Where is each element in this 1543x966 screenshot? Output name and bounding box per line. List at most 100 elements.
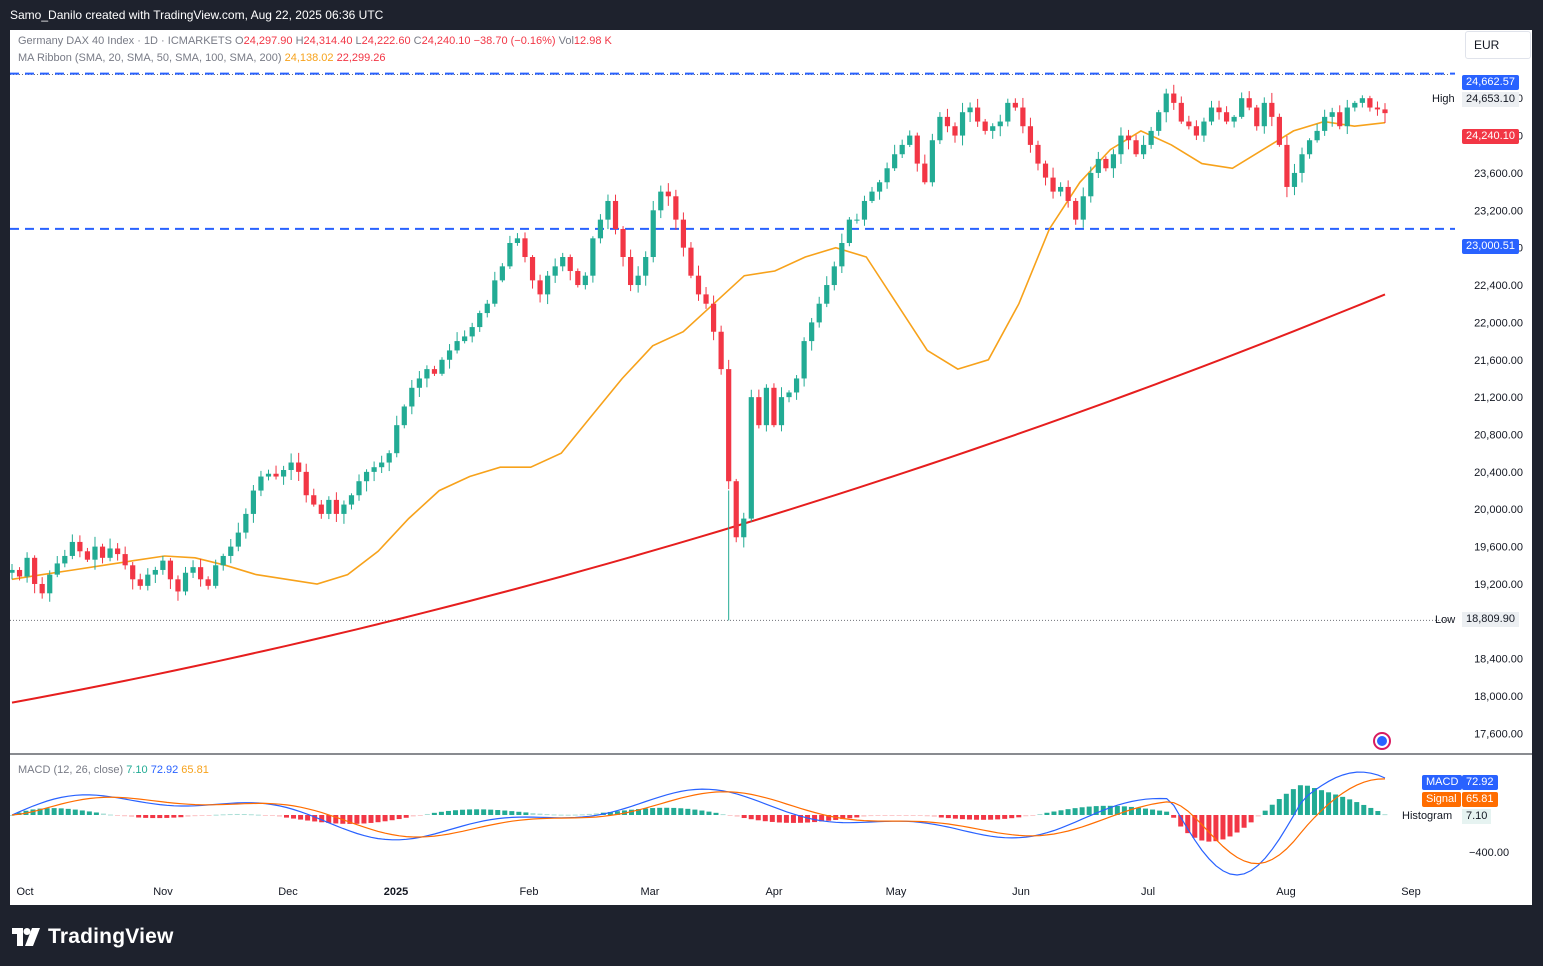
signal-label-badge: Signal (1422, 792, 1461, 807)
macd-histogram-bar (1297, 785, 1303, 815)
macd-histogram-bar (931, 815, 937, 817)
candle-body (763, 387, 769, 426)
macd-histogram-bar (51, 808, 57, 815)
ma200-value: 22,299.26 (336, 52, 386, 64)
macd-histogram-bar (847, 815, 853, 819)
candle-body (771, 387, 777, 426)
candle-body (1035, 144, 1041, 164)
macd-histogram-bar (171, 815, 177, 818)
candle-body (1367, 98, 1373, 108)
macd-histogram-bar (734, 815, 740, 817)
macd-histogram-bar (1269, 804, 1275, 815)
macd-histogram-bar (93, 812, 99, 815)
macd-histogram-bar (826, 815, 832, 821)
candle-body (914, 135, 920, 164)
candle-body (907, 135, 913, 145)
macd-histogram-bar (664, 807, 670, 815)
candle-body (258, 476, 264, 491)
macd-histogram-bar (1276, 799, 1282, 815)
x-tick-label: Feb (520, 886, 539, 898)
candle-body (658, 191, 664, 211)
macd-histogram-bar (1375, 811, 1381, 815)
candle-body (303, 471, 309, 496)
candle-body (99, 546, 106, 558)
macd-histogram-bar (488, 809, 494, 815)
macd-histogram-bar (276, 815, 282, 817)
macd-histogram-bar (185, 815, 191, 817)
macd-histogram-bar (403, 815, 409, 818)
chart-frame[interactable]: 24,400.0024,000.0023,600.0023,200.0022,8… (10, 30, 1532, 905)
candle-body (1337, 112, 1343, 127)
macd-histogram-bar (1213, 815, 1219, 842)
macd-histogram-bar (790, 815, 796, 823)
candle-body (243, 513, 249, 533)
currency-button[interactable]: EUR (1465, 31, 1531, 59)
candle-body (846, 219, 852, 243)
candle-body (582, 275, 588, 286)
y-tick-label: 19,600.00 (1474, 542, 1523, 554)
tradingview-logo[interactable]: TradingView (12, 925, 174, 949)
macd-histogram-bar (460, 809, 466, 815)
macd-legend-hist: 7.10 (126, 764, 148, 776)
candle-body (1058, 186, 1064, 192)
legend-high: 24,314.40 (303, 35, 353, 47)
macd-histogram-bar (974, 815, 980, 820)
candle-body (84, 551, 91, 560)
candle-body (235, 532, 241, 547)
macd-value-badge: 72.92 (1462, 775, 1498, 790)
candle-body (620, 228, 626, 258)
candle-body (560, 257, 566, 267)
macd-histogram-bar (1255, 815, 1261, 817)
macd-histogram-bar (1354, 802, 1360, 815)
candle-body (197, 567, 204, 580)
candle-body (228, 546, 234, 556)
candle-body (801, 341, 807, 379)
candle-body (1193, 126, 1200, 136)
signal-line (11, 778, 1386, 865)
macd-histogram-bar (1340, 796, 1346, 815)
macd-histogram-bar (692, 809, 698, 815)
candle-body (605, 200, 611, 220)
candle-body (1178, 102, 1184, 122)
macd-histogram-bar (1051, 811, 1057, 815)
macd-histogram-bar (903, 815, 909, 816)
candle-body (1186, 121, 1192, 127)
macd-histogram-bar (840, 815, 846, 820)
candle-body (703, 294, 709, 304)
high-badge: 24,653.10 (1462, 92, 1519, 107)
macd-legend: MACD (12, 26, close) 7.10 72.92 65.81 (18, 764, 209, 776)
macd-histogram-bar (445, 810, 451, 815)
macd-histogram-bar (1002, 815, 1008, 819)
candle-body (854, 219, 860, 221)
candle-body (545, 275, 551, 295)
macd-histogram-bar (1086, 806, 1092, 815)
macd-histogram-bar (269, 815, 275, 816)
macd-histogram-bar (298, 815, 304, 820)
candle-body (416, 378, 422, 388)
candle-body (665, 191, 671, 197)
macd-histogram-bar (917, 815, 923, 816)
macd-histogram-bar (868, 815, 874, 817)
macd-histogram-bar (1093, 806, 1099, 815)
macd-histogram-bar (1262, 810, 1268, 815)
macd-histogram-bar (988, 815, 994, 820)
macd-histogram-bar (607, 811, 613, 815)
candle-body (650, 210, 656, 258)
macd-histogram-bar (1157, 810, 1163, 815)
macd-histogram-bar (1128, 806, 1134, 815)
macd-histogram-bar (776, 815, 782, 823)
macd-histogram-bar (910, 815, 916, 816)
macd-histogram-bar (671, 807, 677, 815)
macd-histogram-bar (143, 815, 149, 818)
macd-histogram-bar (889, 815, 895, 816)
macd-histogram-bar (319, 815, 325, 823)
macd-histogram-bar (164, 815, 170, 818)
macd-histogram-bar (720, 814, 726, 816)
chart-canvas[interactable]: 24,400.0024,000.0023,600.0023,200.0022,8… (10, 30, 1532, 905)
level-top-badge: 24,662.57 (1462, 75, 1519, 90)
candle-body (1276, 116, 1282, 145)
macd-histogram-bar (1361, 804, 1367, 815)
candle-body (1103, 158, 1109, 169)
x-tick-label: Mar (641, 886, 660, 898)
macd-histogram-bar (72, 809, 78, 815)
